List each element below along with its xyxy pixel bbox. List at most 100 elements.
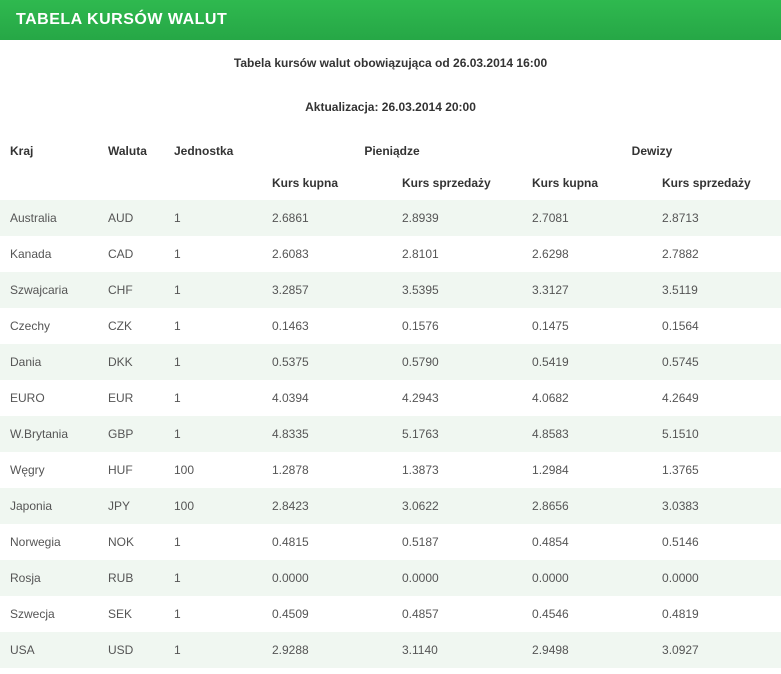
cell-waluta: NOK [98, 524, 164, 560]
col-dewizy-kupna: Kurs kupna [522, 166, 652, 200]
cell-kraj: Norwegia [0, 524, 98, 560]
cell-pieniadze-kupna: 2.9288 [262, 632, 392, 668]
col-pieniadze-kupna: Kurs kupna [262, 166, 392, 200]
cell-jednostka: 1 [164, 596, 262, 632]
cell-waluta: JPY [98, 488, 164, 524]
cell-dewizy-sprzedazy: 0.4819 [652, 596, 781, 632]
table-row: SzwajcariaCHF13.28573.53953.31273.5119 [0, 272, 781, 308]
table-row: SzwecjaSEK10.45090.48570.45460.4819 [0, 596, 781, 632]
cell-waluta: CHF [98, 272, 164, 308]
cell-dewizy-kupna: 2.8656 [522, 488, 652, 524]
cell-waluta: SEK [98, 596, 164, 632]
cell-dewizy-kupna: 0.4546 [522, 596, 652, 632]
cell-kraj: Australia [0, 200, 98, 236]
cell-kraj: Węgry [0, 452, 98, 488]
cell-jednostka: 1 [164, 308, 262, 344]
cell-pieniadze-sprzedazy: 2.8101 [392, 236, 522, 272]
cell-pieniadze-kupna: 0.5375 [262, 344, 392, 380]
cell-pieniadze-kupna: 2.6083 [262, 236, 392, 272]
cell-waluta: DKK [98, 344, 164, 380]
table-row: W.BrytaniaGBP14.83355.17634.85835.1510 [0, 416, 781, 452]
cell-pieniadze-sprzedazy: 5.1763 [392, 416, 522, 452]
cell-pieniadze-sprzedazy: 2.8939 [392, 200, 522, 236]
cell-kraj: Szwecja [0, 596, 98, 632]
cell-jednostka: 1 [164, 416, 262, 452]
cell-pieniadze-kupna: 4.8335 [262, 416, 392, 452]
cell-pieniadze-sprzedazy: 0.4857 [392, 596, 522, 632]
cell-dewizy-kupna: 4.0682 [522, 380, 652, 416]
cell-dewizy-kupna: 1.2984 [522, 452, 652, 488]
table-row: CzechyCZK10.14630.15760.14750.1564 [0, 308, 781, 344]
cell-dewizy-sprzedazy: 0.0000 [652, 560, 781, 596]
cell-dewizy-sprzedazy: 3.0927 [652, 632, 781, 668]
cell-pieniadze-kupna: 0.4815 [262, 524, 392, 560]
cell-dewizy-kupna: 0.4854 [522, 524, 652, 560]
table-row: EUROEUR14.03944.29434.06824.2649 [0, 380, 781, 416]
table-row: DaniaDKK10.53750.57900.54190.5745 [0, 344, 781, 380]
cell-jednostka: 1 [164, 344, 262, 380]
cell-kraj: Japonia [0, 488, 98, 524]
table-row: NorwegiaNOK10.48150.51870.48540.5146 [0, 524, 781, 560]
cell-dewizy-sprzedazy: 2.8713 [652, 200, 781, 236]
effective-date-line: Tabela kursów walut obowiązująca od 26.0… [0, 40, 781, 78]
cell-dewizy-sprzedazy: 3.5119 [652, 272, 781, 308]
cell-dewizy-sprzedazy: 0.5146 [652, 524, 781, 560]
cell-pieniadze-kupna: 2.6861 [262, 200, 392, 236]
cell-dewizy-sprzedazy: 0.5745 [652, 344, 781, 380]
page-title: TABELA KURSÓW WALUT [16, 11, 227, 28]
cell-jednostka: 1 [164, 200, 262, 236]
table-row: KanadaCAD12.60832.81012.62982.7882 [0, 236, 781, 272]
cell-waluta: USD [98, 632, 164, 668]
cell-pieniadze-sprzedazy: 0.0000 [392, 560, 522, 596]
cell-dewizy-kupna: 0.1475 [522, 308, 652, 344]
cell-dewizy-kupna: 2.9498 [522, 632, 652, 668]
table-row: WęgryHUF1001.28781.38731.29841.3765 [0, 452, 781, 488]
col-jednostka: Jednostka [164, 136, 262, 200]
cell-pieniadze-kupna: 4.0394 [262, 380, 392, 416]
update-line: Aktualizacja: 26.03.2014 20:00 [0, 78, 781, 136]
cell-dewizy-kupna: 2.7081 [522, 200, 652, 236]
table-row: AustraliaAUD12.68612.89392.70812.8713 [0, 200, 781, 236]
col-dewizy-sprzedazy: Kurs sprzedaży [652, 166, 781, 200]
cell-pieniadze-kupna: 0.1463 [262, 308, 392, 344]
cell-waluta: GBP [98, 416, 164, 452]
cell-dewizy-sprzedazy: 2.7882 [652, 236, 781, 272]
cell-jednostka: 1 [164, 380, 262, 416]
cell-kraj: Dania [0, 344, 98, 380]
currency-table: Kraj Waluta Jednostka Pieniądze Dewizy K… [0, 136, 781, 668]
col-waluta: Waluta [98, 136, 164, 200]
cell-pieniadze-kupna: 3.2857 [262, 272, 392, 308]
cell-waluta: AUD [98, 200, 164, 236]
cell-dewizy-kupna: 3.3127 [522, 272, 652, 308]
cell-dewizy-kupna: 0.0000 [522, 560, 652, 596]
cell-pieniadze-sprzedazy: 0.1576 [392, 308, 522, 344]
cell-pieniadze-kupna: 1.2878 [262, 452, 392, 488]
table-header-row-1: Kraj Waluta Jednostka Pieniądze Dewizy [0, 136, 781, 166]
cell-kraj: Szwajcaria [0, 272, 98, 308]
cell-jednostka: 1 [164, 560, 262, 596]
cell-kraj: Czechy [0, 308, 98, 344]
cell-jednostka: 1 [164, 236, 262, 272]
cell-pieniadze-sprzedazy: 1.3873 [392, 452, 522, 488]
cell-pieniadze-sprzedazy: 3.0622 [392, 488, 522, 524]
page-header: TABELA KURSÓW WALUT [0, 0, 781, 40]
cell-jednostka: 100 [164, 452, 262, 488]
cell-pieniadze-kupna: 0.0000 [262, 560, 392, 596]
cell-jednostka: 1 [164, 272, 262, 308]
cell-pieniadze-sprzedazy: 3.1140 [392, 632, 522, 668]
col-pieniadze-sprzedazy: Kurs sprzedaży [392, 166, 522, 200]
cell-jednostka: 100 [164, 488, 262, 524]
cell-pieniadze-kupna: 0.4509 [262, 596, 392, 632]
cell-waluta: EUR [98, 380, 164, 416]
cell-kraj: Rosja [0, 560, 98, 596]
cell-pieniadze-sprzedazy: 0.5187 [392, 524, 522, 560]
cell-pieniadze-kupna: 2.8423 [262, 488, 392, 524]
cell-kraj: W.Brytania [0, 416, 98, 452]
cell-dewizy-sprzedazy: 5.1510 [652, 416, 781, 452]
table-row: JaponiaJPY1002.84233.06222.86563.0383 [0, 488, 781, 524]
cell-pieniadze-sprzedazy: 4.2943 [392, 380, 522, 416]
cell-waluta: RUB [98, 560, 164, 596]
cell-dewizy-sprzedazy: 3.0383 [652, 488, 781, 524]
cell-waluta: CAD [98, 236, 164, 272]
cell-pieniadze-sprzedazy: 0.5790 [392, 344, 522, 380]
